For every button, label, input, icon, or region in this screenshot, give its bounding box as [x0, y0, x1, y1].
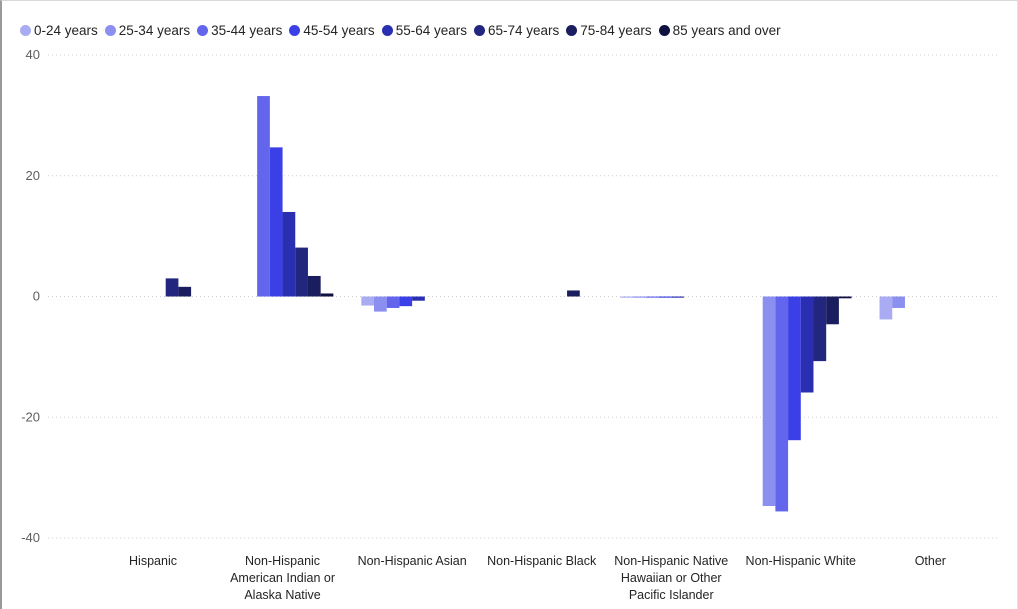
x-tick-label: Non-Hispanic White	[746, 554, 857, 568]
bar[interactable]	[178, 286, 192, 297]
legend-label: 0-24 years	[34, 22, 98, 38]
legend-item-5[interactable]: 55-64 years	[381, 22, 467, 38]
bar[interactable]	[658, 296, 672, 298]
legend-label: 85 years and over	[672, 22, 781, 38]
bar[interactable]	[879, 296, 893, 320]
bar[interactable]	[645, 296, 659, 298]
bar[interactable]	[307, 275, 321, 297]
legend-marker	[566, 24, 578, 36]
legend-label: 65-74 years	[487, 22, 560, 38]
bar[interactable]	[813, 296, 827, 362]
y-tick-label: -20	[21, 409, 40, 424]
legend-marker	[20, 24, 31, 36]
legend-item-2[interactable]: 25-34 years	[104, 22, 191, 38]
bar[interactable]	[892, 296, 905, 308]
x-tick-label: Non-Hispanic Native	[614, 554, 728, 568]
y-tick-label: 40	[26, 47, 40, 62]
bar[interactable]	[269, 147, 283, 297]
bar[interactable]	[826, 296, 839, 325]
x-tick-label: Alaska Native	[244, 588, 320, 602]
bar[interactable]	[165, 278, 179, 297]
legend-marker	[197, 24, 209, 36]
legend-item-6[interactable]: 65-74 years	[473, 22, 560, 38]
legend-item-4[interactable]: 45-54 years	[289, 22, 375, 38]
legend-item-8[interactable]: 85 years and over	[658, 22, 781, 38]
bar[interactable]	[257, 96, 270, 297]
bar[interactable]	[671, 296, 684, 298]
y-tick-label: -40	[21, 530, 40, 545]
legend-item-3[interactable]: 35-44 years	[197, 23, 282, 38]
x-tick-label: Non-Hispanic	[245, 554, 320, 568]
x-tick-label: Non-Hispanic Asian	[358, 554, 467, 568]
bar[interactable]	[320, 293, 334, 297]
bar[interactable]	[386, 296, 400, 308]
y-tick-label: 0	[33, 289, 40, 304]
x-tick-label: Hawaiian or Other	[621, 571, 722, 585]
legend-item-7[interactable]: 75-84 years	[566, 22, 652, 38]
y-tick-label: 20	[26, 168, 40, 183]
bar[interactable]	[282, 211, 296, 297]
bar[interactable]	[567, 290, 580, 297]
bar[interactable]	[838, 296, 852, 299]
bar[interactable]	[800, 296, 814, 393]
bar[interactable]	[762, 296, 776, 507]
bar[interactable]	[374, 296, 387, 312]
legend-marker	[658, 24, 670, 36]
x-tick-label: Hispanic	[129, 554, 177, 568]
bar[interactable]	[633, 296, 646, 298]
legend-marker	[381, 24, 393, 36]
bar[interactable]	[399, 296, 413, 307]
legend-marker	[289, 24, 301, 36]
bar[interactable]	[620, 296, 634, 298]
bar[interactable]	[361, 296, 375, 306]
legend-label: 55-64 years	[395, 22, 467, 38]
legend-label: 25-34 years	[118, 22, 191, 38]
legend-marker	[104, 24, 116, 36]
bar[interactable]	[775, 296, 789, 512]
bar[interactable]	[788, 296, 801, 441]
chart-legend: 0-24 years 25-34 years 35-44 years 45-54 ye…	[20, 20, 788, 40]
x-tick-label: Other	[915, 554, 946, 568]
x-tick-label: Non-Hispanic Black	[487, 554, 597, 568]
legend-label: 45-54 years	[303, 22, 375, 38]
legend-marker	[473, 24, 485, 36]
bar[interactable]	[295, 247, 308, 297]
legend-item-1[interactable]: 0-24 years	[20, 23, 98, 38]
x-tick-label: Pacific Islander	[629, 588, 714, 602]
bar[interactable]	[412, 296, 425, 301]
legend-label: 75-84 years	[580, 22, 652, 38]
x-tick-label: American Indian or	[230, 571, 335, 585]
legend-label: 35-44 years	[211, 22, 283, 38]
